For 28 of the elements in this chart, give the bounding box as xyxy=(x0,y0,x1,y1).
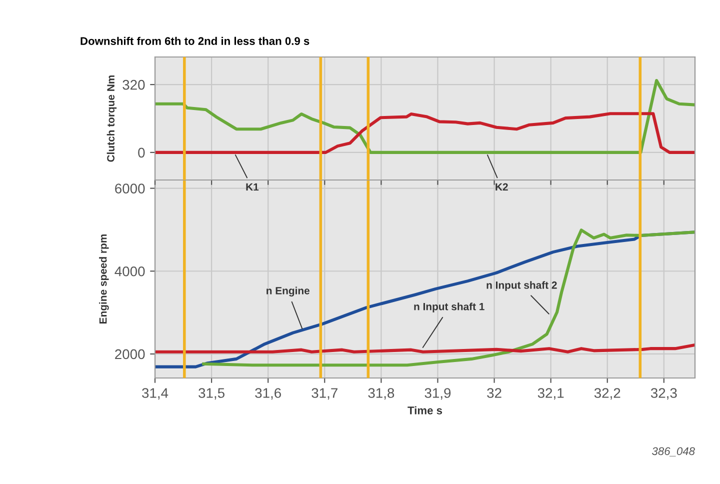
text: 386_048 xyxy=(652,447,695,456)
x-tick-label: 31,4 xyxy=(142,388,168,400)
y-axis-title: Engine speed rpm xyxy=(99,234,109,324)
x-tick-label: 31,7 xyxy=(312,388,338,400)
x-tick-label: 32,1 xyxy=(538,388,564,400)
y-tick-label: 6000 xyxy=(115,184,145,194)
line-series xyxy=(155,112,695,154)
y-tick-label: 4000 xyxy=(114,266,145,276)
x-tick-label: 32 xyxy=(487,388,502,398)
annotation: n Input shaft 2 xyxy=(486,281,557,291)
chart-title: Downshift from 6th to 2nd in less than 0.9 s xyxy=(80,36,310,45)
y-axis-title: Clutch torque Nm xyxy=(106,75,117,162)
annotation: K2 xyxy=(496,183,508,191)
annotation: n Input shaft 1 xyxy=(414,302,484,312)
annotation: K1 xyxy=(246,183,259,191)
x-tick-label: 31,9 xyxy=(424,388,451,400)
y-tick-label: 0 xyxy=(138,148,145,158)
y-tick-label: 2000 xyxy=(115,349,145,360)
x-tick-label: 31,6 xyxy=(255,388,281,400)
line-series xyxy=(155,344,695,354)
x-tick-label: 32,2 xyxy=(594,388,620,400)
y-tick-label: 320 xyxy=(122,80,145,90)
x-tick-label: 31,5 xyxy=(198,388,224,400)
annotation: n Engine xyxy=(266,286,310,296)
x-tick-label: 32,3 xyxy=(650,388,677,400)
x-tick-label: 31,8 xyxy=(368,388,394,400)
line-series xyxy=(155,79,695,154)
x-axis-title: Time s xyxy=(408,406,442,414)
